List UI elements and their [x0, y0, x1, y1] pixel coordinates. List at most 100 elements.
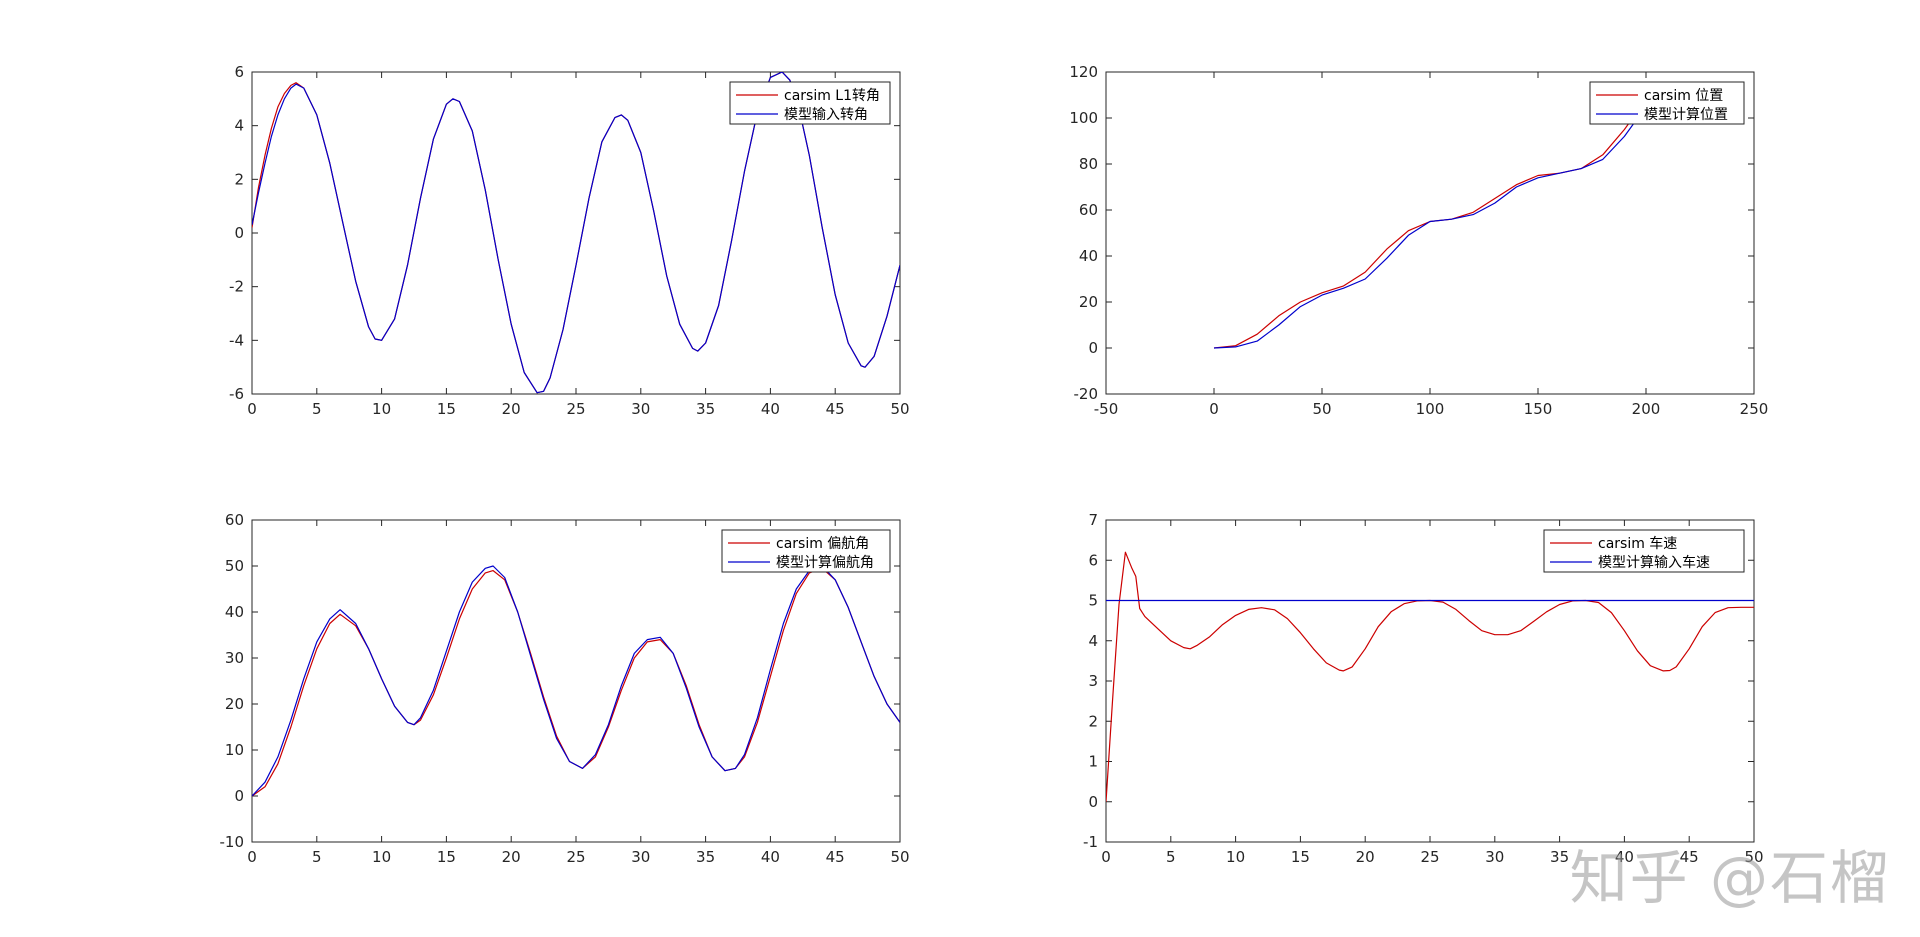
x-tick-label: 250 [1740, 400, 1769, 418]
legend-label-2: 模型输入转角 [784, 107, 868, 123]
x-tick-label: 20 [1356, 848, 1375, 866]
x-tick-label: 50 [890, 400, 909, 418]
y-tick-label: 100 [1069, 109, 1098, 127]
x-tick-label: 50 [890, 848, 909, 866]
legend-label-2: 模型计算偏航角 [776, 555, 874, 571]
x-tick-label: 15 [1291, 848, 1310, 866]
x-tick-label: 0 [247, 400, 257, 418]
x-tick-label: 0 [1101, 848, 1111, 866]
x-tick-label: 10 [1226, 848, 1245, 866]
y-tick-label: 20 [225, 695, 244, 713]
y-tick-label: 50 [225, 557, 244, 575]
y-tick-label: -4 [229, 331, 244, 349]
series-line-2 [1213, 106, 1647, 349]
y-tick-label: 40 [225, 603, 244, 621]
x-tick-label: 25 [566, 848, 585, 866]
y-tick-label: -1 [1083, 833, 1098, 851]
subplot-3: 0 5 10 15 20 25 30 35 40 45 50-100102030405060cars… [220, 511, 910, 866]
y-tick-label: 0 [234, 224, 244, 242]
x-tick-label: 100 [1416, 400, 1445, 418]
y-tick-label: -10 [220, 833, 245, 851]
x-tick-label: 20 [502, 848, 521, 866]
y-tick-label: 40 [1079, 247, 1098, 265]
series-line-1 [1106, 551, 1754, 802]
legend-label-2: 模型计算位置 [1644, 107, 1728, 123]
legend-box [1589, 81, 1745, 125]
x-tick-label: 45 [826, 848, 845, 866]
x-tick-label: 20 [502, 400, 521, 418]
x-tick-label: -50 [1094, 400, 1119, 418]
series-line-2 [252, 72, 900, 394]
x-tick-label: 35 [696, 400, 715, 418]
axes-box [251, 519, 901, 843]
x-tick-label: 0 [247, 848, 257, 866]
legend-box [721, 529, 891, 573]
y-tick-label: -6 [229, 385, 244, 403]
x-tick-label: 5 [312, 848, 322, 866]
x-tick-label: 200 [1632, 400, 1661, 418]
x-tick-label: 15 [437, 400, 456, 418]
subplot-1: 0 5 10 15 20 25 30 35 40 45 50 -6 -4 -2 0 2 4 6 carsim L1转… [229, 63, 910, 418]
y-tick-label: 2 [234, 170, 244, 188]
y-tick-label: 0 [1088, 793, 1098, 811]
x-tick-label: 35 [1550, 848, 1569, 866]
axes-box [1105, 519, 1755, 843]
x-tick-label: 45 [826, 400, 845, 418]
y-tick-label: 1 [1088, 753, 1098, 771]
x-tick-label: 10 [372, 848, 391, 866]
plot-area [252, 565, 900, 797]
x-tick-label: 30 [631, 400, 650, 418]
y-tick-label: 2 [1088, 712, 1098, 730]
y-tick-label: 4 [1088, 632, 1098, 650]
legend-box [729, 81, 891, 125]
legend-label-1: carsim L1转角 [784, 88, 880, 104]
y-tick-label: 80 [1079, 155, 1098, 173]
y-tick-label: -20 [1074, 385, 1099, 403]
x-tick-label: 40 [761, 848, 780, 866]
subplot-2: -50 0 50 100 150 200 250 -20 0 20 40 60 80 100 120 cars… [1069, 63, 1768, 418]
x-tick-label: 0 [1209, 400, 1219, 418]
x-tick-label: 40 [761, 400, 780, 418]
series-line-2 [252, 565, 900, 797]
y-tick-label: 3 [1088, 672, 1098, 690]
x-tick-label: 5 [1166, 848, 1176, 866]
x-tick-label: 150 [1524, 400, 1553, 418]
y-tick-label: 10 [225, 741, 244, 759]
x-tick-label: 30 [1485, 848, 1504, 866]
x-tick-label: 10 [372, 400, 391, 418]
y-tick-label: 0 [234, 787, 244, 805]
y-tick-label: 6 [1088, 551, 1098, 569]
y-tick-label: 5 [1088, 592, 1098, 610]
plot-area [1106, 551, 1754, 802]
x-tick-label: 45 [1680, 848, 1699, 866]
y-tick-label: 4 [234, 117, 244, 135]
legend-label-1: carsim 位置 [1644, 88, 1723, 104]
y-tick-label: 7 [1088, 511, 1098, 529]
axes-box [1105, 71, 1755, 395]
x-tick-label: 50 [1744, 848, 1763, 866]
y-tick-label: 0 [1088, 339, 1098, 357]
x-tick-label: 50 [1312, 400, 1331, 418]
axes-box [251, 71, 901, 395]
y-tick-label: 20 [1079, 293, 1098, 311]
y-tick-label: 6 [234, 63, 244, 81]
y-tick-label: 120 [1069, 63, 1098, 81]
legend-label-1: carsim 车速 [1598, 535, 1677, 552]
x-tick-label: 25 [1420, 848, 1439, 866]
x-tick-label: 30 [631, 848, 650, 866]
x-tick-label: 5 [312, 400, 322, 418]
y-tick-label: 30 [225, 649, 244, 667]
legend-label-2: 模型计算输入车速 [1598, 554, 1710, 571]
legend-box [1543, 529, 1745, 573]
x-tick-label: 35 [696, 848, 715, 866]
x-tick-label: 25 [566, 400, 585, 418]
y-tick-label: 60 [225, 511, 244, 529]
y-tick-label: 60 [1079, 201, 1098, 219]
x-tick-label: 40 [1615, 848, 1634, 866]
